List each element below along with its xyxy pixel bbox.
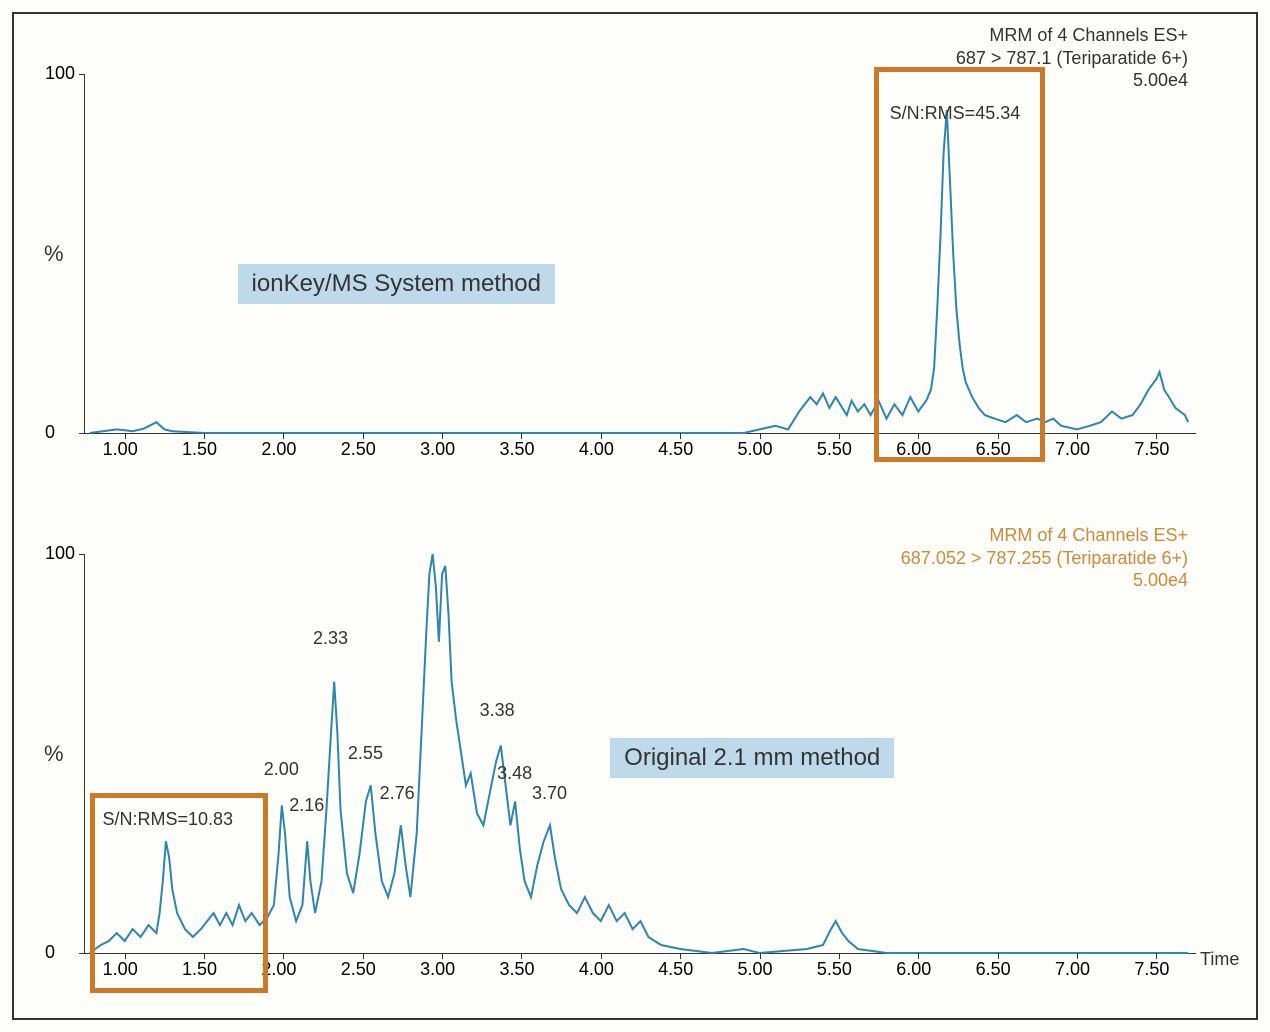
header-line: 5.00e4 [901, 569, 1188, 592]
chart-frame: MRM of 4 Channels ES+ 687 > 787.1 (Terip… [12, 12, 1258, 1020]
x-tick-label: 7.00 [1055, 439, 1090, 460]
x-tick-label: 4.00 [579, 439, 614, 460]
x-tick-label: 5.50 [817, 959, 852, 980]
x-tick-label: 5.50 [817, 439, 852, 460]
plot-area-top: 01001.001.502.002.503.003.504.004.505.00… [84, 74, 1196, 434]
x-tick-label: 7.00 [1055, 959, 1090, 980]
x-tick-label: 7.50 [1134, 959, 1169, 980]
peak-label: 3.70 [532, 783, 567, 804]
x-tick-label: 4.00 [579, 959, 614, 980]
x-axis-label: Time [1200, 949, 1239, 970]
peak-label: 3.38 [480, 700, 515, 721]
x-tick-label: 5.00 [738, 439, 773, 460]
y-axis-label: % [44, 741, 64, 767]
method-label: ionKey/MS System method [238, 264, 555, 304]
chromatogram-panel-top: MRM of 4 Channels ES+ 687 > 787.1 (Terip… [14, 14, 1256, 494]
x-tick-label: 7.50 [1134, 439, 1169, 460]
x-tick-label: 4.50 [658, 959, 693, 980]
peak-label: 2.55 [348, 743, 383, 764]
x-tick-label: 1.50 [182, 439, 217, 460]
peak-label: 3.48 [497, 763, 532, 784]
header-line: 687.052 > 787.255 (Teriparatide 6+) [901, 547, 1188, 570]
sn-ratio-label: S/N:RMS=10.83 [102, 809, 233, 830]
x-tick-label: 2.50 [341, 959, 376, 980]
x-tick-label: 2.00 [261, 439, 296, 460]
y-tick-label: 0 [45, 422, 55, 443]
y-tick-label: 100 [45, 63, 75, 84]
x-tick-label: 4.50 [658, 439, 693, 460]
x-tick-label: 2.50 [341, 439, 376, 460]
header-line: MRM of 4 Channels ES+ [901, 524, 1188, 547]
x-tick-label: 6.00 [896, 959, 931, 980]
y-axis-label: % [44, 241, 64, 267]
x-tick-label: 3.00 [420, 439, 455, 460]
sn-ratio-label: S/N:RMS=45.34 [890, 103, 1021, 124]
x-tick-label: 1.00 [103, 439, 138, 460]
x-tick-label: 3.50 [499, 959, 534, 980]
x-tick-label: 3.00 [420, 959, 455, 980]
header-line: 687 > 787.1 (Teriparatide 6+) [956, 47, 1188, 70]
y-tick-label: 100 [45, 543, 75, 564]
panel-bottom-header: MRM of 4 Channels ES+687.052 > 787.255 (… [901, 524, 1188, 592]
y-tick-label: 0 [45, 942, 55, 963]
x-tick-label: 6.50 [976, 959, 1011, 980]
peak-label: 2.16 [289, 795, 324, 816]
method-label: Original 2.1 mm method [610, 738, 894, 778]
highlight-box [874, 67, 1045, 462]
peak-label: 2.33 [313, 628, 348, 649]
header-line: MRM of 4 Channels ES+ [956, 24, 1188, 47]
x-tick-label: 3.50 [499, 439, 534, 460]
x-tick-label: 5.00 [738, 959, 773, 980]
peak-label: 2.76 [380, 783, 415, 804]
chromatogram-panel-bottom: % 01001.001.502.002.503.003.504.004.505.… [14, 494, 1256, 1014]
peak-label: 2.00 [264, 759, 299, 780]
